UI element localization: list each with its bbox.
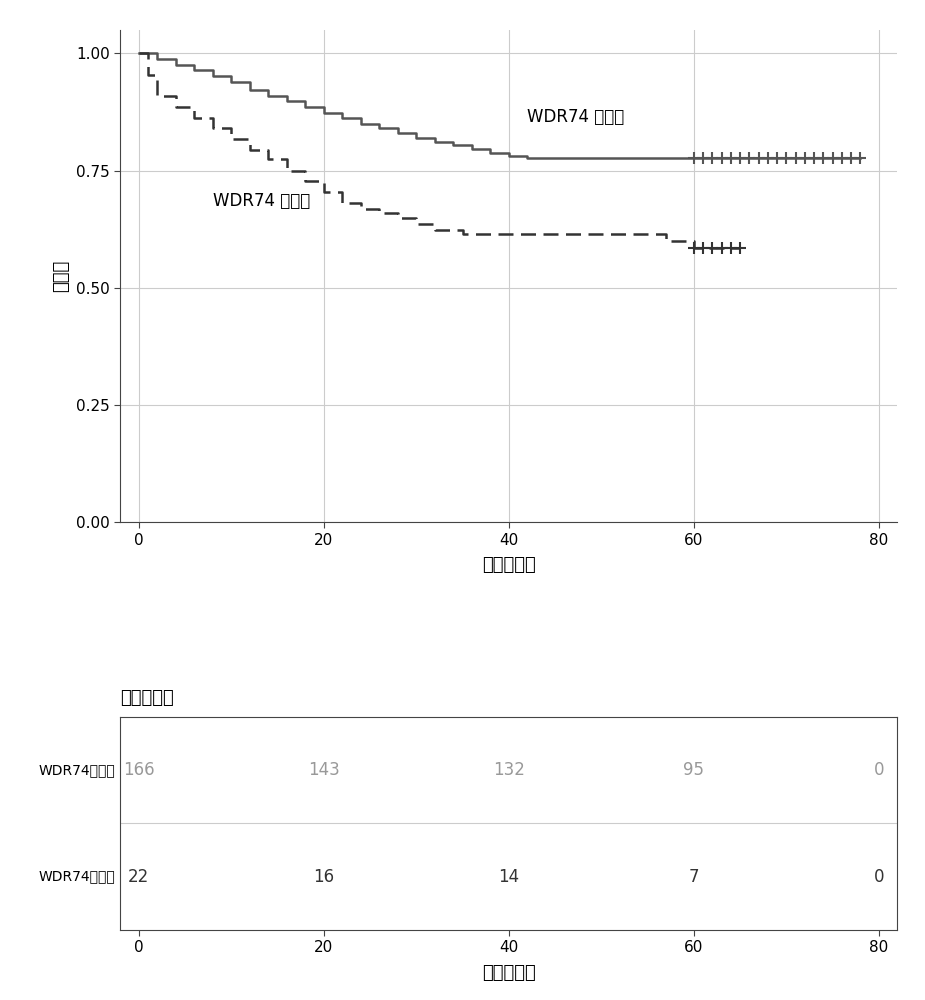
X-axis label: 时间（月）: 时间（月） [482,556,536,574]
Text: WDR74 突变型: WDR74 突变型 [213,192,310,210]
Text: 0: 0 [873,868,884,886]
Text: 0: 0 [873,761,884,779]
Text: 7: 7 [688,868,699,886]
Text: 143: 143 [308,761,339,779]
Text: 16: 16 [314,868,334,886]
Text: 22: 22 [129,868,149,886]
X-axis label: 时间（月）: 时间（月） [482,964,536,982]
Text: WDR74 野生型: WDR74 野生型 [527,108,624,126]
Text: 14: 14 [499,868,519,886]
Text: 166: 166 [123,761,154,779]
Text: 样本数量：: 样本数量： [120,689,174,707]
Text: 132: 132 [493,761,524,779]
Y-axis label: 生存率: 生存率 [53,260,70,292]
Text: WDR74野生型: WDR74野生型 [39,763,116,777]
Text: 95: 95 [684,761,704,779]
Text: WDR74突变型: WDR74突变型 [39,870,116,884]
